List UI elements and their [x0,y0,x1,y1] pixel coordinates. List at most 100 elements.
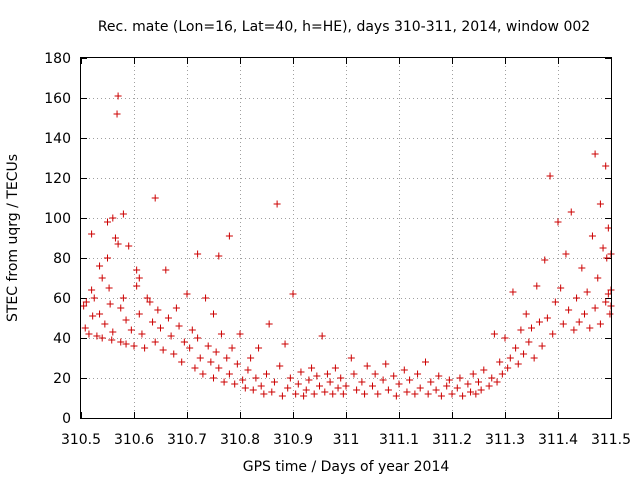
data-point [453,384,461,392]
data-point [284,384,292,392]
data-point [565,306,573,314]
data-point [252,374,260,382]
data-point [543,314,551,322]
data-point [175,322,183,330]
data-point [210,310,217,318]
chart-title: Rec. mate (Lon=16, Lat=40, h=HE), days 3… [98,19,590,35]
data-point [390,372,398,380]
data-point [122,316,130,324]
data-point [406,376,414,384]
data-point [363,362,371,370]
data-point [302,386,310,394]
data-point [281,340,289,348]
data-point [395,380,403,388]
data-point [125,242,133,250]
data-point [300,392,308,400]
data-point [104,218,111,226]
data-point [403,388,411,396]
data-point [196,354,204,362]
data-point [260,390,268,398]
x-tick-label: 310.5 [61,432,101,448]
data-point [101,320,109,328]
data-point [135,274,143,282]
data-point [498,370,506,378]
data-point [278,392,286,400]
data-point [533,282,541,290]
data-point [606,310,614,318]
data-point [85,330,93,338]
data-point [210,374,217,382]
data-point [512,344,520,352]
data-point [581,310,588,318]
data-point [445,376,453,384]
data-point [90,294,98,302]
data-point [109,328,117,336]
data-point [490,330,498,338]
data-point [109,214,117,222]
data-point [162,266,170,274]
data-point [456,374,464,382]
data-point [588,232,596,240]
data-point [143,294,151,302]
data-point [228,344,236,352]
data-point [331,364,339,372]
data-point [379,376,387,384]
data-point [297,368,305,376]
data-point [223,354,231,362]
data-point [289,290,297,298]
data-point [98,274,106,282]
data-point [273,200,281,208]
data-point [435,372,443,380]
data-point [135,310,143,318]
data-point [546,172,554,180]
data-point [96,310,104,318]
data-point [89,312,97,320]
data-point [108,336,116,344]
data-point [575,318,583,326]
data-point [427,378,435,386]
data-point [501,334,509,342]
data-point [337,374,345,382]
data-point [602,298,610,306]
data-point [514,360,522,368]
data-point [93,332,101,340]
data-point [603,254,611,262]
data-point [81,324,89,332]
data-point [480,366,488,374]
data-point [496,358,504,366]
data-point [384,386,392,394]
data-point [122,340,130,348]
data-point [374,390,382,398]
data-point [414,370,422,378]
y-tick-label: 80 [53,251,71,267]
data-point [475,378,482,386]
data-point [215,252,223,260]
x-tick-label: 310.6 [114,432,154,448]
data-point [432,386,440,394]
data-point [528,324,535,332]
data-point [326,378,334,386]
y-axis-label: STEC from uqrg / TECUs [5,154,21,322]
data-point [212,348,220,356]
data-point [323,370,331,378]
data-point [133,282,141,290]
data-point [525,338,533,346]
data-point [119,210,127,218]
data-point [154,306,162,314]
data-point [257,382,265,390]
data-point [416,384,424,392]
data-point [437,392,445,400]
data-point [151,194,159,202]
data-point [382,360,390,368]
x-tick-labels: 310.5 310.6 310.7 310.8 310.9 311 311.1 311.2 31… [61,432,631,448]
data-point [353,386,361,394]
data-point [249,386,257,394]
x-tick-label: 310.9 [273,432,313,448]
data-point [549,330,557,338]
data-point [488,374,496,382]
data-point [504,364,512,372]
data-point [557,284,565,292]
x-axis-label: GPS time / Days of year 2014 [243,459,450,475]
data-point [98,334,106,342]
data-point [294,380,302,388]
